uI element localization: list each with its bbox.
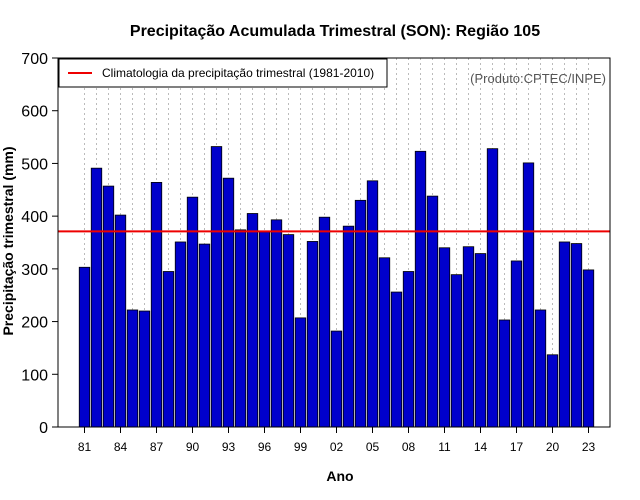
bar-95 [246, 213, 259, 428]
plot-frame [57, 57, 611, 428]
x-tick-label: 08 [402, 440, 416, 454]
y-axis-label: Precipitação trimestral (mm) [0, 146, 16, 335]
legend: Climatologia da precipitação trimestral … [58, 58, 388, 88]
bar-21 [558, 241, 571, 428]
y-tick-label: 100 [21, 367, 48, 384]
bar-14 [474, 253, 487, 428]
bar-83 [102, 185, 115, 428]
bar-16 [498, 319, 511, 428]
bar-18 [522, 162, 535, 428]
bar-08 [402, 271, 415, 428]
bar-06 [378, 257, 391, 428]
bars [78, 146, 595, 428]
y-tick-label: 200 [21, 315, 48, 332]
x-tick-label: 87 [150, 440, 164, 454]
y-tick-label: 600 [21, 104, 48, 121]
bar-87 [150, 182, 163, 428]
x-axis: 81 84 87 90 93 96 99 02 05 08 11 14 17 20 23 [78, 427, 596, 454]
y-tick-label: 300 [21, 262, 48, 279]
bar-92 [210, 146, 223, 428]
credit-text: (Produto:CPTEC/INPE) [470, 71, 606, 86]
y-axis: 0 100 200 300 400 500 600 700 [21, 51, 58, 437]
x-tick-label: 17 [510, 440, 524, 454]
bar-05 [366, 180, 379, 428]
y-tick-label: 0 [39, 420, 48, 437]
x-tick-label: 02 [330, 440, 344, 454]
bar-94 [234, 229, 247, 428]
bar-82 [90, 167, 103, 428]
x-tick-label: 93 [222, 440, 236, 454]
bar-20 [546, 354, 559, 428]
bar-01 [318, 216, 331, 428]
y-tick-label: 400 [21, 209, 48, 226]
bar-09 [414, 150, 427, 428]
bar-98 [282, 234, 295, 428]
y-tick-label: 500 [21, 156, 48, 173]
bar-97 [270, 219, 283, 428]
bar-19 [534, 309, 547, 428]
bar-04 [354, 199, 367, 428]
bar-07 [390, 291, 403, 428]
grid [84, 58, 589, 427]
bar-00 [306, 241, 319, 428]
bar-99 [294, 317, 307, 428]
x-tick-label: 84 [114, 440, 128, 454]
x-tick-label: 05 [366, 440, 380, 454]
bar-81 [78, 266, 91, 428]
bar-89 [174, 241, 187, 428]
bar-93 [222, 177, 235, 428]
bar-23 [582, 269, 595, 428]
bar-13 [462, 246, 475, 428]
x-tick-label: 11 [438, 440, 451, 454]
bar-17 [510, 260, 523, 428]
x-tick-label: 14 [474, 440, 488, 454]
bar-22 [570, 243, 583, 428]
bar-86 [138, 310, 151, 428]
x-axis-label: Ano [326, 468, 353, 484]
x-tick-label: 96 [258, 440, 272, 454]
x-tick-label: 81 [78, 440, 92, 454]
bar-15 [486, 148, 499, 428]
bar-02 [330, 330, 343, 428]
x-tick-label: 23 [582, 440, 596, 454]
bar-91 [198, 243, 211, 428]
x-tick-label: 20 [546, 440, 560, 454]
bar-11 [438, 247, 451, 428]
bar-85 [126, 309, 139, 428]
x-tick-label: 99 [294, 440, 308, 454]
bar-84 [114, 214, 127, 428]
bar-96 [258, 231, 271, 428]
x-tick-label: 90 [186, 440, 200, 454]
legend-climatology-label: Climatologia da precipitação trimestral … [102, 66, 374, 80]
legend-box [58, 58, 388, 88]
bar-88 [162, 271, 175, 428]
y-tick-label: 700 [21, 51, 48, 68]
bar-03 [342, 225, 355, 428]
chart-title: Precipitação Acumulada Trimestral (SON):… [130, 23, 540, 40]
bar-12 [450, 274, 463, 428]
